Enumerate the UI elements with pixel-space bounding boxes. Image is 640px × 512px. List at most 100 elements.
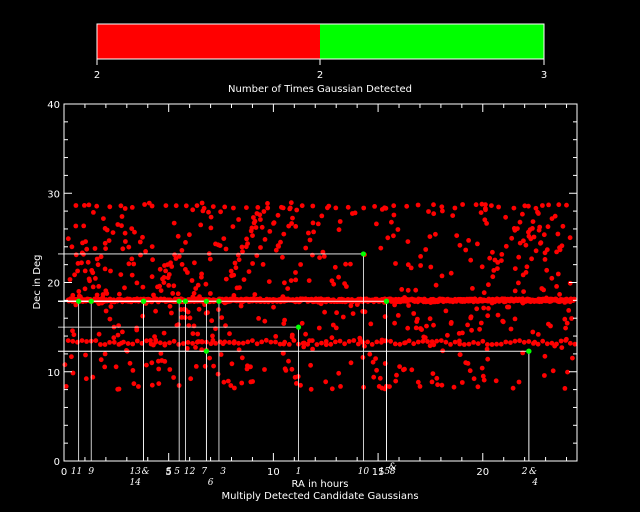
- detection-point: [286, 358, 291, 364]
- detection-point: [179, 315, 185, 320]
- detection-point: [179, 248, 185, 253]
- detection-point: [318, 301, 324, 307]
- detection-point: [231, 293, 237, 298]
- x-tick-label: 0: [61, 467, 67, 478]
- detection-point: [263, 337, 269, 343]
- detection-point: [131, 381, 137, 387]
- detection-point: [362, 343, 367, 349]
- detection-point: [151, 292, 156, 298]
- detection-point: [542, 250, 548, 256]
- detection-point: [542, 373, 547, 378]
- detection-point: [293, 224, 299, 229]
- detection-point: [157, 340, 163, 346]
- detection-point: [564, 336, 569, 342]
- detection-point: [96, 331, 102, 337]
- detection-point: [165, 262, 171, 267]
- candidate-id-label: &: [529, 467, 537, 477]
- detection-point: [498, 341, 504, 347]
- detection-point: [550, 368, 556, 374]
- detection-point: [193, 286, 199, 291]
- detection-point: [130, 341, 136, 347]
- detection-point: [161, 330, 167, 336]
- detection-point: [323, 342, 329, 348]
- detection-point: [249, 225, 255, 231]
- detection-point: [500, 319, 506, 325]
- detection-point: [329, 335, 335, 341]
- detection-point: [391, 233, 396, 239]
- detection-point: [387, 384, 392, 389]
- detection-point: [129, 226, 135, 232]
- detection-point: [161, 280, 167, 285]
- detection-point: [102, 364, 108, 370]
- detection-point: [298, 262, 303, 267]
- detection-point: [294, 381, 299, 386]
- detection-point: [567, 340, 573, 346]
- detection-point: [485, 342, 490, 347]
- detection-point: [544, 267, 550, 273]
- detection-point: [239, 355, 245, 361]
- detection-point: [65, 338, 71, 343]
- detection-point: [129, 256, 135, 262]
- detection-point: [316, 325, 322, 331]
- detection-point: [352, 210, 358, 216]
- y-tick-label: 0: [54, 457, 60, 468]
- detection-point: [306, 278, 312, 283]
- detection-point: [392, 302, 397, 308]
- detection-point: [426, 209, 431, 214]
- detection-point: [248, 364, 253, 370]
- candidate-id-label: 6: [208, 478, 214, 488]
- detection-point: [360, 309, 366, 314]
- detection-point: [69, 354, 74, 360]
- detection-point: [258, 245, 263, 250]
- detection-point: [405, 287, 411, 293]
- detection-point: [443, 339, 449, 345]
- detection-point: [557, 245, 562, 251]
- detection-point: [129, 205, 135, 210]
- detection-point: [210, 204, 216, 210]
- detection-point: [535, 209, 540, 215]
- detection-point: [433, 282, 439, 288]
- detection-point: [236, 257, 242, 263]
- detection-point: [429, 379, 435, 385]
- detection-point: [533, 248, 539, 254]
- detection-point: [556, 202, 562, 208]
- detection-point: [151, 342, 156, 348]
- colorbar-segment-red: [97, 24, 320, 59]
- detection-point: [120, 246, 126, 252]
- detection-point: [258, 217, 263, 222]
- detection-point: [461, 342, 467, 347]
- detection-point: [70, 328, 75, 334]
- detection-point: [495, 312, 501, 318]
- detection-point: [530, 226, 535, 231]
- detection-point: [171, 220, 177, 226]
- detection-point: [365, 339, 370, 345]
- detection-point: [480, 338, 486, 344]
- detection-point: [310, 346, 315, 352]
- detection-point: [227, 340, 232, 345]
- detection-point: [466, 238, 471, 243]
- detection-point: [392, 341, 398, 347]
- y-tick-label: 10: [47, 368, 60, 379]
- detection-point: [191, 290, 197, 296]
- detection-point: [280, 205, 286, 211]
- detection-point: [540, 338, 546, 344]
- detection-point: [235, 252, 241, 258]
- detection-point: [281, 341, 287, 347]
- detection-point: [254, 341, 260, 347]
- detection-point: [417, 384, 423, 389]
- detection-point: [228, 383, 234, 388]
- detection-point: [340, 314, 346, 320]
- detection-point: [102, 240, 108, 246]
- candidate-id-label: 9: [88, 467, 94, 477]
- detection-point: [523, 270, 529, 275]
- detection-point: [287, 205, 293, 211]
- detection-point: [190, 207, 196, 213]
- detection-point: [194, 203, 200, 209]
- detection-point: [348, 303, 354, 309]
- detection-point: [244, 236, 250, 242]
- detection-point: [83, 352, 88, 358]
- detection-point: [558, 338, 564, 344]
- detection-point: [209, 318, 215, 324]
- detection-point: [468, 257, 474, 263]
